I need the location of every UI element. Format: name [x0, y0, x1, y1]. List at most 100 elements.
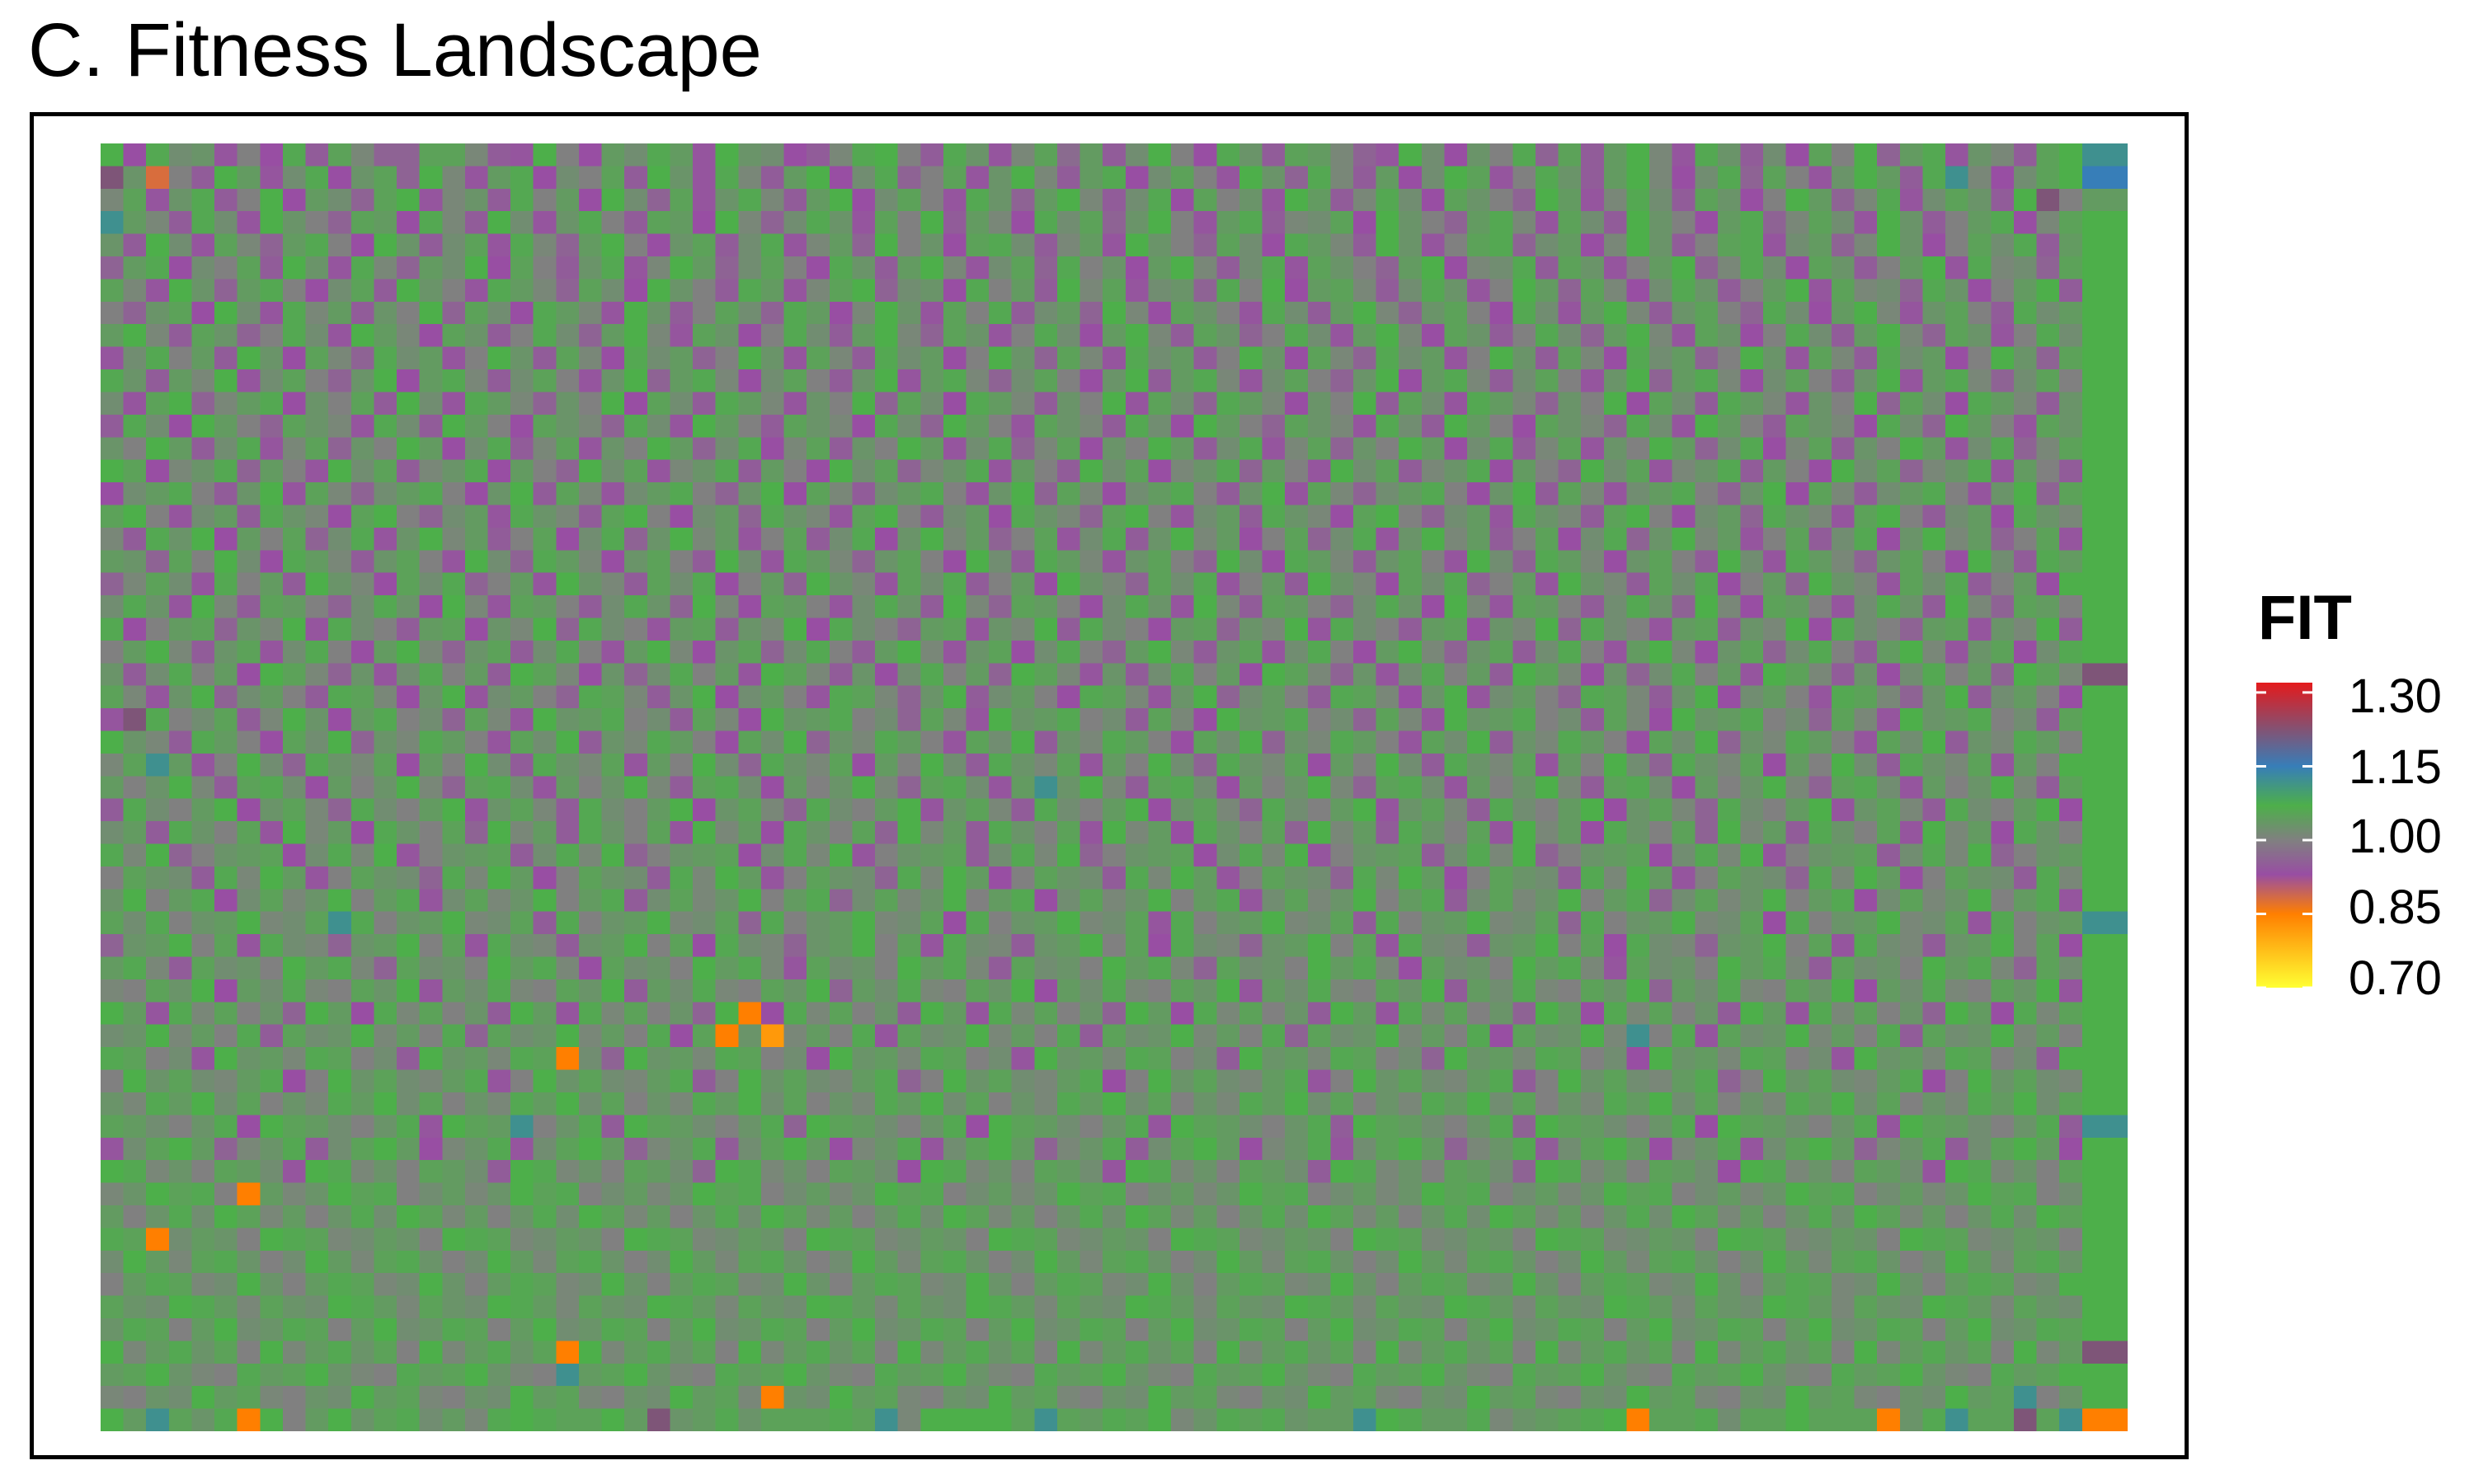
heatmap-cell — [2105, 1273, 2128, 1297]
heatmap-cell — [1376, 324, 1399, 348]
heatmap-cell — [966, 1160, 990, 1184]
heatmap-cell — [2059, 1317, 2083, 1341]
heatmap-cell — [350, 979, 375, 1003]
heatmap-cell — [556, 1317, 580, 1341]
heatmap-cell — [624, 143, 648, 167]
heatmap-cell — [1467, 1295, 1491, 1319]
heatmap-cell — [1831, 1182, 1856, 1206]
heatmap-cell — [624, 934, 648, 958]
heatmap-cell — [1011, 369, 1035, 393]
heatmap-cell — [191, 1092, 215, 1115]
heatmap-cell — [533, 1069, 557, 1093]
heatmap-cell — [1763, 618, 1787, 641]
heatmap-cell — [1148, 1273, 1172, 1297]
heatmap-cell — [397, 1115, 421, 1139]
heatmap-cell — [760, 776, 785, 800]
heatmap-cell — [670, 211, 694, 235]
heatmap-cell — [1489, 979, 1513, 1003]
heatmap-cell — [556, 1273, 580, 1297]
heatmap-cell — [2105, 1047, 2128, 1071]
heatmap-cell — [1285, 1205, 1309, 1228]
heatmap-cell — [1649, 550, 1673, 574]
heatmap-cell — [807, 1205, 830, 1228]
heatmap-cell — [1399, 1273, 1423, 1297]
heatmap-cell — [2036, 1160, 2060, 1184]
heatmap-cell — [966, 776, 990, 800]
heatmap-cell — [146, 911, 170, 935]
heatmap-cell — [1808, 279, 1832, 303]
heatmap-cell — [1695, 279, 1719, 303]
heatmap-cell — [1421, 233, 1446, 257]
heatmap-cell — [1785, 753, 1809, 777]
heatmap-cell — [1330, 505, 1354, 528]
heatmap-cell — [510, 1137, 534, 1161]
heatmap-cell — [1672, 143, 1696, 167]
heatmap-cell — [282, 1069, 307, 1093]
heatmap-cell — [1307, 1069, 1331, 1093]
heatmap-cell — [237, 956, 261, 980]
heatmap-cell — [897, 301, 921, 325]
heatmap-cell — [1535, 527, 1559, 551]
heatmap-cell — [419, 1069, 443, 1093]
heatmap-cell — [1626, 188, 1650, 212]
heatmap-cell — [1034, 1363, 1058, 1387]
heatmap-cell — [738, 1160, 762, 1184]
heatmap-cell — [191, 798, 215, 822]
heatmap-cell — [1603, 550, 1628, 574]
heatmap-cell — [556, 1115, 580, 1139]
heatmap-cell — [1945, 1273, 1969, 1297]
heatmap-cell — [1307, 798, 1331, 822]
heatmap-cell — [1421, 1069, 1446, 1093]
heatmap-cell — [168, 798, 193, 822]
heatmap-cell — [1056, 753, 1081, 777]
heatmap-cell — [943, 1002, 967, 1026]
heatmap-cell — [1945, 595, 1969, 619]
heatmap-cell — [168, 1295, 193, 1319]
heatmap-cell — [1945, 1341, 1969, 1364]
heatmap-cell — [1899, 437, 1924, 461]
heatmap-cell — [852, 1250, 876, 1274]
heatmap-cell — [123, 1386, 147, 1410]
heatmap-cell — [943, 550, 967, 574]
heatmap-cell — [1740, 1250, 1764, 1274]
heatmap-cell — [1216, 1250, 1240, 1274]
heatmap-cell — [191, 233, 215, 257]
heatmap-cell — [1581, 324, 1605, 348]
heatmap-cell — [1444, 889, 1468, 913]
heatmap-cell — [305, 437, 329, 461]
heatmap-cell — [1695, 753, 1719, 777]
heatmap-cell — [989, 1115, 1013, 1139]
heatmap-cell — [1785, 866, 1809, 890]
heatmap-cell — [1239, 979, 1263, 1003]
heatmap-cell — [146, 1047, 170, 1071]
heatmap-cell — [875, 685, 899, 709]
heatmap-cell — [1558, 188, 1582, 212]
heatmap-cell — [214, 889, 238, 913]
heatmap-cell — [807, 166, 830, 190]
heatmap-cell — [852, 934, 876, 958]
heatmap-cell — [214, 1273, 238, 1297]
heatmap-cell — [760, 482, 785, 506]
heatmap-cell — [1125, 1047, 1150, 1071]
heatmap-cell — [1603, 911, 1628, 935]
heatmap-cell — [1011, 414, 1035, 438]
heatmap-cell — [601, 1047, 625, 1071]
heatmap-cell — [989, 730, 1013, 754]
heatmap-cell — [693, 663, 717, 687]
heatmap-cell — [670, 866, 694, 890]
heatmap-cell — [1581, 1182, 1605, 1206]
heatmap-cell — [760, 866, 785, 890]
heatmap-cell — [1535, 414, 1559, 438]
heatmap-cell — [350, 392, 375, 416]
heatmap-cell — [715, 866, 739, 890]
heatmap-cell — [260, 527, 284, 551]
heatmap-cell — [1922, 1115, 1946, 1139]
heatmap-cell — [624, 821, 648, 845]
heatmap-cell — [1103, 505, 1126, 528]
heatmap-cell — [1171, 414, 1195, 438]
heatmap-cell — [305, 843, 329, 867]
heatmap-cell — [1193, 889, 1217, 913]
heatmap-cell — [760, 1182, 785, 1206]
heatmap-cell — [578, 233, 603, 257]
heatmap-cell — [1695, 730, 1719, 754]
